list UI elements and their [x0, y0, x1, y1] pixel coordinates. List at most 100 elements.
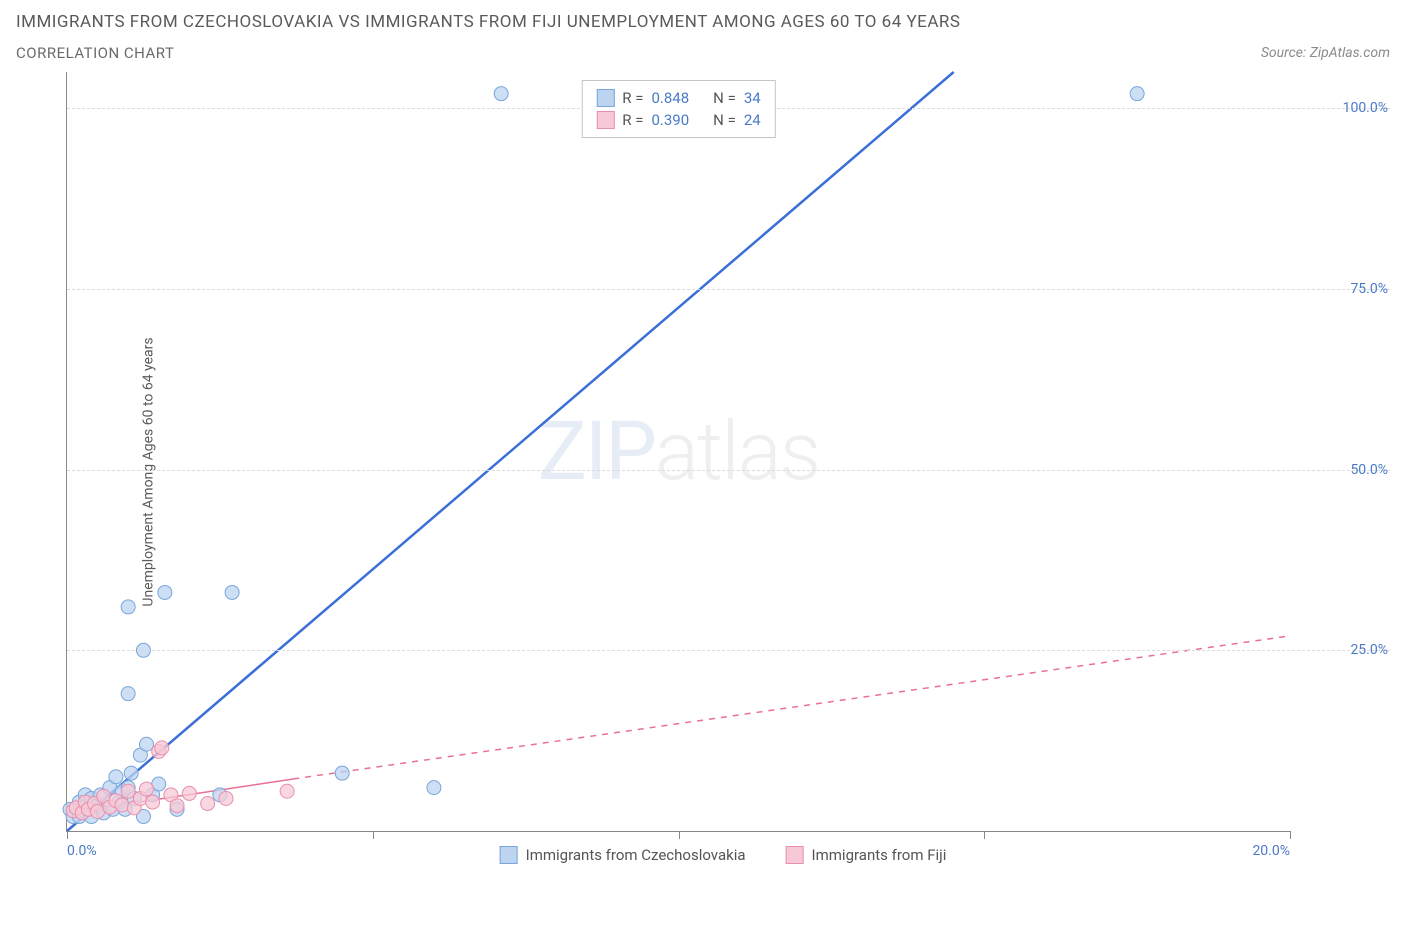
- legend-n-value: 24: [744, 111, 761, 129]
- trend-line: [293, 636, 1290, 779]
- series-legend-label: Immigrants from Fiji: [812, 846, 947, 864]
- data-point: [225, 585, 239, 599]
- data-point: [115, 798, 129, 812]
- gridline: [67, 470, 1390, 471]
- data-point: [78, 795, 92, 809]
- data-point: [182, 786, 196, 800]
- legend-r-label: R =: [622, 89, 643, 107]
- data-point: [84, 791, 98, 805]
- data-point: [69, 801, 83, 815]
- data-point: [81, 802, 95, 816]
- data-point: [201, 797, 215, 811]
- legend-swatch: [596, 111, 614, 129]
- data-point: [494, 87, 508, 101]
- data-point: [152, 777, 166, 791]
- chart-title: IMMIGRANTS FROM CZECHOSLOVAKIA VS IMMIGR…: [16, 12, 1390, 32]
- legend-row: R = 0.848 N = 34: [596, 87, 760, 109]
- x-tick: [984, 831, 985, 839]
- correlation-legend: R = 0.848 N = 34 R = 0.390 N = 24: [581, 80, 775, 138]
- data-point: [133, 748, 147, 762]
- data-point: [139, 737, 153, 751]
- data-point: [139, 782, 153, 796]
- y-tick-label: 50.0%: [1298, 462, 1388, 478]
- data-point: [66, 810, 80, 824]
- gridline: [67, 289, 1390, 290]
- data-point: [124, 766, 138, 780]
- legend-swatch: [500, 846, 518, 864]
- data-point: [84, 810, 98, 824]
- x-tick: [373, 831, 374, 839]
- data-point: [127, 791, 141, 805]
- y-tick-label: 100.0%: [1298, 100, 1388, 116]
- data-point: [115, 784, 129, 798]
- plot-area: ZIPatlas R = 0.848 N = 34 R = 0.390 N = …: [66, 72, 1290, 832]
- data-point: [127, 801, 141, 815]
- watermark-zip: ZIP: [538, 404, 655, 500]
- legend-r-value: 0.848: [651, 89, 689, 107]
- data-point: [97, 806, 111, 820]
- data-point: [91, 799, 105, 813]
- y-tick-label: 25.0%: [1298, 642, 1388, 658]
- data-point: [94, 788, 108, 802]
- data-point: [158, 585, 172, 599]
- watermark: ZIPatlas: [538, 404, 819, 500]
- source-label: Source: ZipAtlas.com: [1261, 45, 1390, 61]
- data-point: [280, 784, 294, 798]
- data-point: [63, 802, 77, 816]
- data-point: [72, 795, 86, 809]
- data-point: [78, 788, 92, 802]
- data-point: [118, 802, 132, 816]
- x-tick: [679, 831, 680, 839]
- legend-n-value: 34: [744, 89, 761, 107]
- scatter-svg: [67, 72, 1290, 831]
- legend-n-label: N =: [713, 89, 736, 107]
- x-tick-label: 0.0%: [67, 843, 97, 859]
- data-point: [103, 781, 117, 795]
- data-point: [75, 806, 89, 820]
- data-point: [81, 802, 95, 816]
- data-point: [146, 788, 160, 802]
- x-tick: [67, 831, 68, 839]
- data-point: [109, 794, 123, 808]
- data-point: [121, 781, 135, 795]
- y-tick-label: 75.0%: [1298, 281, 1388, 297]
- legend-swatch: [786, 846, 804, 864]
- trend-line: [67, 72, 954, 831]
- x-tick-label: 20.0%: [1252, 843, 1290, 859]
- data-point: [88, 797, 102, 811]
- data-point: [155, 741, 169, 755]
- legend-row: R = 0.390 N = 24: [596, 109, 760, 131]
- series-legend-item: Immigrants from Fiji: [786, 846, 947, 864]
- gridline: [67, 650, 1390, 651]
- data-point: [170, 802, 184, 816]
- series-legend: Immigrants from Czechoslovakia Immigrants…: [500, 846, 947, 864]
- legend-n-label: N =: [713, 111, 736, 129]
- data-point: [427, 781, 441, 795]
- series-legend-label: Immigrants from Czechoslovakia: [526, 846, 746, 864]
- data-point: [213, 788, 227, 802]
- x-tick: [1290, 831, 1291, 839]
- data-point: [146, 795, 160, 809]
- data-point: [136, 810, 150, 824]
- data-point: [121, 687, 135, 701]
- data-point: [103, 800, 117, 814]
- data-point: [112, 795, 126, 809]
- data-point: [335, 766, 349, 780]
- data-point: [72, 810, 86, 824]
- series-legend-item: Immigrants from Czechoslovakia: [500, 846, 746, 864]
- data-point: [121, 600, 135, 614]
- data-point: [97, 789, 111, 803]
- chart-subtitle: CORRELATION CHART: [16, 44, 174, 62]
- data-point: [106, 802, 120, 816]
- data-point: [121, 784, 135, 798]
- data-point: [1130, 87, 1144, 101]
- data-point: [109, 770, 123, 784]
- chart-container: Unemployment Among Ages 60 to 64 years Z…: [56, 72, 1390, 872]
- data-point: [66, 804, 80, 818]
- data-point: [133, 791, 147, 805]
- legend-r-value: 0.390: [651, 111, 689, 129]
- data-point: [164, 788, 178, 802]
- data-point: [219, 791, 233, 805]
- data-point: [152, 744, 166, 758]
- data-point: [91, 804, 105, 818]
